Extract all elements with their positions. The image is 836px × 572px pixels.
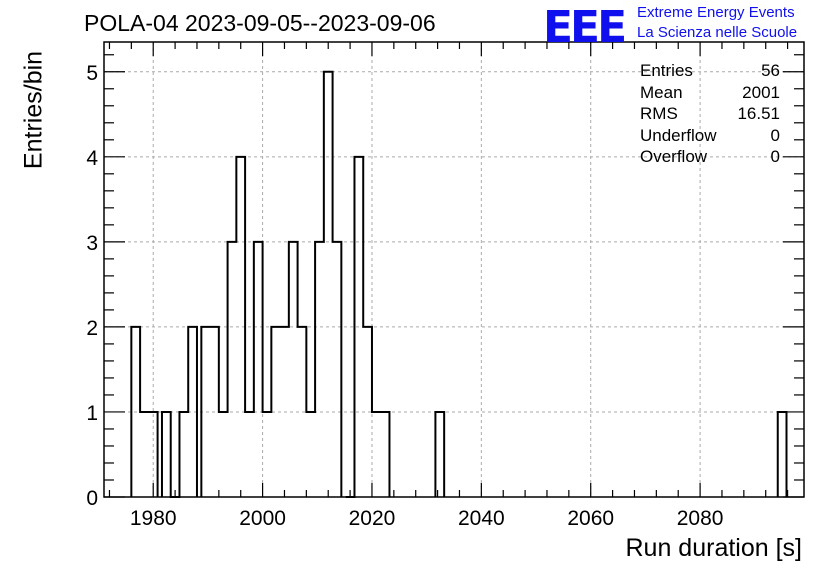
x-tick-label: 2040 — [458, 507, 505, 530]
histogram-bin — [306, 412, 315, 497]
histogram-bin — [140, 412, 149, 497]
chart-title: POLA-04 2023-09-05--2023-09-06 — [84, 10, 436, 36]
histogram-bin — [219, 412, 228, 497]
histogram-outline — [130, 70, 788, 498]
histogram-bin — [254, 242, 263, 497]
histogram-bin — [263, 412, 272, 497]
histogram-bin — [381, 412, 390, 497]
histogram-bin — [315, 242, 324, 497]
histogram-bin — [372, 412, 381, 497]
histogram-bin — [228, 242, 237, 497]
stat-entries: Entries 56 — [640, 61, 780, 80]
x-tick-label: 2080 — [677, 507, 724, 530]
stat-mean: Mean 2001 — [640, 82, 780, 102]
y-tick-label: 2 — [86, 317, 98, 340]
y-tick-label: 1 — [86, 402, 98, 425]
x-tick-label: 2060 — [567, 507, 614, 530]
histogram-bin — [435, 412, 444, 497]
eee-logo: EEE — [543, 2, 627, 53]
histogram-bin — [162, 412, 171, 497]
stat-rms: RMS 16.51 — [640, 104, 780, 123]
y-axis-label: Entries/bin — [19, 50, 48, 170]
histogram-bin — [245, 412, 254, 497]
axis-ticks — [104, 42, 804, 498]
axes-frame — [103, 41, 805, 498]
logo-line-1: Extreme Energy Events — [637, 4, 795, 21]
logo-line-2: La Scienza nelle Scuole — [637, 24, 798, 41]
histogram-bin — [778, 412, 787, 497]
y-tick-label: 0 — [86, 487, 98, 510]
histogram-bin — [289, 242, 298, 497]
logo-caption: Extreme Energy Events La Scienza nelle S… — [637, 3, 797, 43]
histogram-bin — [333, 242, 342, 497]
x-tick-label: 1980 — [130, 507, 177, 530]
histogram-bars — [130, 70, 788, 498]
stat-underflow: Underflow 0 — [640, 125, 780, 145]
stats-box: Entries 56 Mean 2001 RMS 16.51 Underflow 0 O… — [640, 60, 780, 168]
y-tick-label: 4 — [86, 147, 98, 170]
plot-frame — [103, 41, 805, 498]
x-tick-label: 2000 — [239, 507, 286, 530]
histogram-bin — [179, 412, 188, 497]
histogram-bin — [324, 72, 333, 497]
x-tick-label: 2020 — [349, 507, 396, 530]
y-tick-label: 5 — [86, 62, 98, 85]
stat-overflow: Overflow 0 — [640, 147, 780, 166]
axis-tick-labels: 1980 2000 2020 2040 2060 2080 0 1 2 3 4 5 — [86, 62, 723, 530]
x-axis-label: Run duration [s] — [625, 534, 803, 562]
y-tick-label: 3 — [86, 232, 98, 255]
